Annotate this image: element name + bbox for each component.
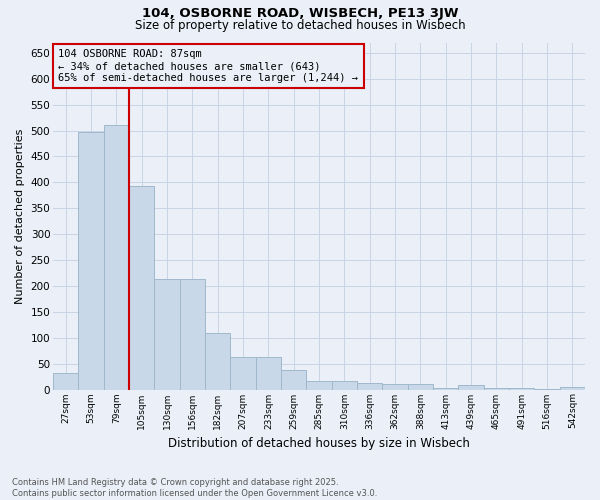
- Bar: [104, 126, 129, 390]
- Y-axis label: Number of detached properties: Number of detached properties: [15, 128, 25, 304]
- Bar: [154, 279, 180, 390]
- Bar: [407, 384, 433, 390]
- Bar: [230, 358, 256, 390]
- Text: Size of property relative to detached houses in Wisbech: Size of property relative to detached ho…: [134, 18, 466, 32]
- Bar: [180, 279, 205, 390]
- Bar: [509, 388, 535, 390]
- Bar: [458, 386, 484, 390]
- Bar: [53, 373, 79, 390]
- Bar: [382, 384, 407, 390]
- Text: 104 OSBORNE ROAD: 87sqm
← 34% of detached houses are smaller (643)
65% of semi-d: 104 OSBORNE ROAD: 87sqm ← 34% of detache…: [58, 50, 358, 82]
- Bar: [205, 332, 230, 390]
- Bar: [307, 380, 332, 390]
- X-axis label: Distribution of detached houses by size in Wisbech: Distribution of detached houses by size …: [168, 437, 470, 450]
- Bar: [484, 388, 509, 390]
- Bar: [433, 388, 458, 390]
- Bar: [560, 387, 585, 390]
- Bar: [332, 381, 357, 390]
- Bar: [357, 384, 382, 390]
- Bar: [79, 132, 104, 390]
- Bar: [129, 186, 154, 390]
- Bar: [256, 358, 281, 390]
- Text: Contains HM Land Registry data © Crown copyright and database right 2025.
Contai: Contains HM Land Registry data © Crown c…: [12, 478, 377, 498]
- Bar: [535, 389, 560, 390]
- Bar: [281, 370, 307, 390]
- Text: 104, OSBORNE ROAD, WISBECH, PE13 3JW: 104, OSBORNE ROAD, WISBECH, PE13 3JW: [142, 8, 458, 20]
